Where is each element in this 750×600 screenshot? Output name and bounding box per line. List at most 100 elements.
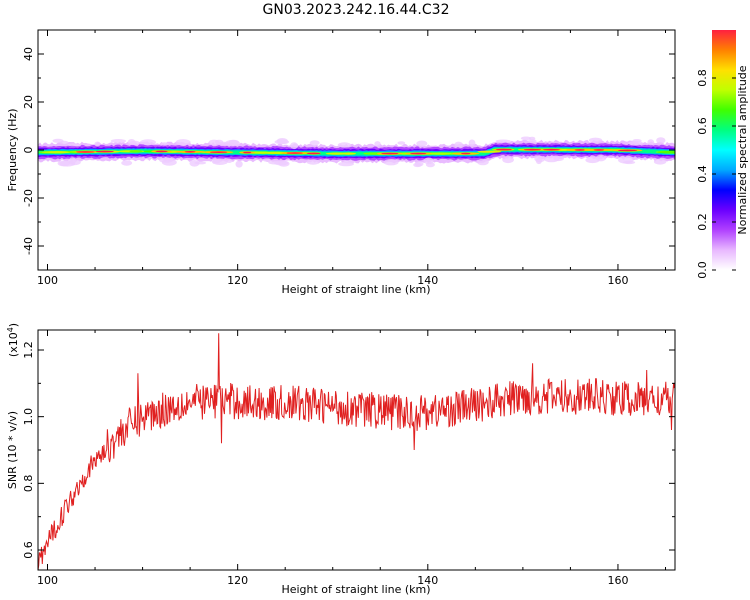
spectrogram-peak-spot [381, 152, 399, 155]
spectrogram-noise-blob [140, 139, 156, 146]
y-tick-label: -40 [22, 237, 35, 255]
spectrogram-peak-spot [593, 149, 605, 151]
spectrogram-layer [38, 147, 675, 156]
spectrogram-noise-blob [214, 139, 224, 145]
spectrogram-peak-spot [617, 149, 638, 152]
spectrogram-peak-spot [95, 150, 114, 153]
spectrogram-noise-blob [535, 157, 543, 165]
spectrogram-noise-blob [520, 136, 532, 141]
spectrogram-noise-blob [262, 158, 271, 162]
spectrogram-noise-blob [374, 141, 381, 147]
spectrogram-noise-blob [595, 154, 607, 162]
x-tick-label: 140 [417, 574, 438, 587]
x-tick-label: 100 [37, 274, 58, 287]
snr-panel: 100 120 140 160 0.6 0.8 1.0 1.2 Height of strai… [6, 323, 676, 596]
spectrogram-noise-blob [69, 157, 77, 164]
spectrogram-peak-spot [75, 151, 96, 153]
spectrogram-core-blob [325, 152, 348, 155]
spectrogram-noise-blob [628, 141, 643, 146]
spectrogram-noise-blob [414, 161, 424, 167]
colorbar-tick-label: 0.6 [696, 117, 709, 135]
snr-series-line [38, 333, 675, 570]
spectrogram-noise-blob [416, 140, 428, 147]
spectrogram-peak-spot [243, 151, 252, 154]
spectrogram-panel: 100 120 140 160 40 20 0 -20 -40 Height of straig… [6, 29, 676, 296]
colorbar-tick-label: 0.8 [696, 69, 709, 87]
spectrogram-peak-spot [495, 148, 512, 151]
spectrogram-noise-blob [235, 160, 243, 168]
chart-title: GN03.2023.242.16.44.C32 [262, 2, 450, 18]
x-tick-label: 160 [607, 574, 628, 587]
spectrogram-noise-blob [553, 156, 564, 162]
spectrogram-peak-spot [574, 149, 586, 151]
spectrogram-noise-blob [189, 160, 200, 167]
spectrogram-core-blob [477, 150, 502, 153]
spectrogram-noise-blob [338, 161, 354, 167]
spectrogram-noise-blob [623, 160, 636, 165]
spectrogram-band [38, 136, 675, 168]
spectrogram-noise-blob [647, 139, 655, 146]
spectrogram-noise-blob [383, 159, 399, 166]
spectrogram-noise-blob [110, 139, 127, 143]
colorbar-tick-label: 0.4 [696, 165, 709, 183]
spectrogram-noise-blob [159, 157, 174, 163]
x-tick-label: 100 [37, 574, 58, 587]
spectrogram-noise-blob [425, 162, 435, 168]
spectrogram-noise-blob [528, 139, 537, 144]
spectrogram-noise-blob [477, 158, 489, 166]
snr-ticks: 100 120 140 160 0.6 0.8 1.0 1.2 [22, 330, 675, 587]
colorbar-gradient [712, 30, 736, 270]
spectrogram-peak-spot [523, 148, 542, 151]
spectrogram-noise-blob [397, 141, 406, 145]
spectrogram-noise-blob [52, 138, 64, 143]
spectrogram-noise-blob [67, 143, 82, 147]
spectrogram-core-blob [255, 151, 269, 154]
spectrogram-noise-blob [656, 137, 666, 144]
snr-x-axis-label: Height of straight line (km) [281, 583, 430, 596]
spectrogram-core-blob [129, 150, 143, 153]
spectrogram-noise-blob [211, 158, 228, 165]
spectrogram-noise-blob [309, 140, 320, 146]
y-tick-label: 0.6 [22, 541, 35, 559]
spectrogram-peak-spot [543, 148, 560, 151]
spectrogram-peak-spot [306, 152, 321, 155]
spectrogram-noise-blob [495, 139, 511, 143]
spectrogram-noise-blob [337, 142, 352, 148]
spectrogram-y-axis-label: Frequency (Hz) [6, 109, 19, 192]
spectrogram-noise-blob [528, 136, 536, 141]
colorbar-label: Normalized spectral amplitude [736, 65, 749, 234]
x-tick-label: 160 [607, 274, 628, 287]
spectrogram-peak-spot [155, 150, 168, 153]
spectrogram-noise-blob [306, 159, 320, 165]
spectrogram-noise-blob [160, 142, 169, 146]
y-tick-label: 1.2 [22, 341, 35, 359]
spectrogram-noise-blob [468, 139, 476, 147]
y-tick-label: 20 [22, 95, 35, 109]
spectrogram-core-blob [48, 151, 68, 154]
x-tick-label: 120 [227, 274, 248, 287]
spectrogram-noise-blob [228, 139, 239, 146]
spectrogram-noise-blob [274, 139, 290, 145]
snr-multiplier-label: (x104) [6, 323, 20, 357]
spectrogram-noise-blob [653, 158, 667, 165]
spectrogram-peak-spot [286, 152, 303, 154]
spectrogram-peak-spot [410, 152, 427, 155]
colorbar-tick-label: 0.2 [696, 213, 709, 231]
spectrogram-noise-blob [588, 137, 603, 143]
y-tick-label: 0.8 [22, 475, 35, 493]
spectrogram-core-blob [657, 151, 675, 154]
x-tick-label: 140 [417, 274, 438, 287]
spectrogram-ticks: 100 120 140 160 40 20 0 -20 -40 [22, 30, 675, 287]
spectrogram-noise-blob [454, 141, 463, 148]
y-tick-label: 40 [22, 47, 35, 61]
spectrogram-noise-blob [175, 139, 191, 146]
spectrogram-core-blob [363, 152, 384, 155]
spectrogram-noise-blob [129, 140, 140, 145]
spectrogram-noise-blob [290, 142, 299, 150]
x-tick-label: 120 [227, 574, 248, 587]
spectrogram-noise-blob [57, 160, 70, 167]
spectrogram-peak-spot [461, 152, 471, 155]
spectrogram-peak-spot [184, 151, 196, 153]
colorbar-tick-label: 0.0 [696, 261, 709, 279]
